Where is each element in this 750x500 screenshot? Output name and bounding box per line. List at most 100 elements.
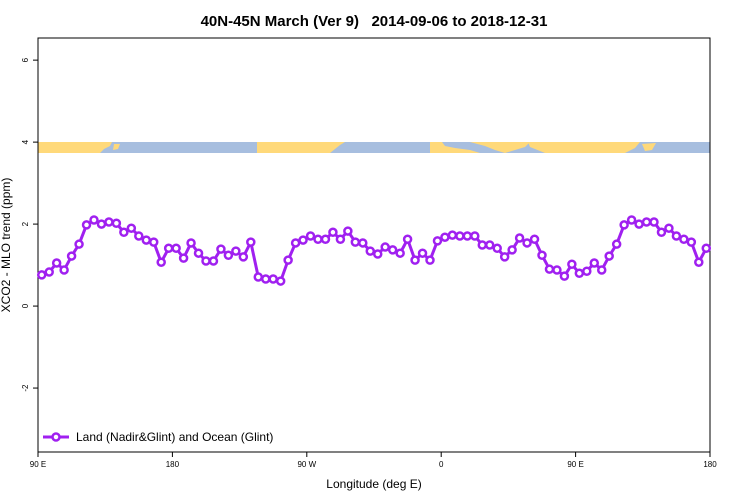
data-point — [74, 239, 84, 249]
data-point — [44, 267, 54, 277]
data-point — [216, 244, 226, 254]
data-point — [574, 268, 585, 279]
data-point — [193, 248, 204, 258]
data-point — [66, 251, 77, 261]
x-tick-label: 90 E — [30, 460, 46, 469]
data-point — [529, 234, 540, 245]
data-point — [701, 243, 712, 254]
data-point — [365, 246, 376, 256]
data-point — [499, 252, 510, 262]
data-point — [238, 252, 249, 262]
data-point — [163, 243, 174, 254]
legend-label: Land (Nadir&Glint) and Ocean (Glint) — [76, 430, 273, 444]
data-point — [410, 255, 420, 265]
data-point — [59, 265, 69, 275]
data-point — [589, 258, 600, 268]
data-point — [380, 242, 390, 252]
data-point — [335, 234, 346, 245]
data-point — [656, 227, 667, 238]
data-point — [141, 235, 152, 245]
data-point — [253, 272, 264, 282]
y-tick-label: -2 — [21, 384, 30, 392]
y-tick-label: 2 — [21, 221, 30, 226]
data-point — [552, 265, 562, 275]
x-axis-label: Longitude (deg E) — [326, 477, 421, 491]
data-point — [208, 256, 219, 266]
data-point — [156, 257, 166, 267]
data-point — [514, 233, 525, 243]
data-point — [522, 238, 532, 248]
data-point — [694, 257, 704, 267]
data-point — [343, 226, 353, 236]
data-point — [134, 231, 144, 241]
data-point — [432, 236, 443, 246]
data-point — [567, 259, 577, 270]
data-point — [477, 240, 488, 250]
data-point — [537, 250, 547, 260]
data-point — [89, 215, 99, 225]
data-point — [649, 217, 659, 227]
data-point — [582, 266, 592, 276]
chart-title: 40N-45N March (Ver 9) 2014-09-06 to 2018… — [201, 13, 548, 30]
data-point — [664, 223, 674, 233]
data-point — [268, 274, 278, 284]
data-point — [246, 237, 256, 247]
data-point — [126, 223, 137, 233]
data-point — [611, 239, 622, 249]
data-point — [544, 264, 555, 274]
data-point — [320, 234, 331, 245]
data-point — [275, 276, 286, 286]
data-point — [425, 255, 435, 265]
data-point — [186, 238, 196, 248]
data-point — [51, 258, 62, 268]
data-point — [260, 274, 271, 284]
data-point — [36, 270, 47, 280]
data-point — [81, 220, 92, 230]
data-point — [634, 219, 644, 229]
x-tick-label: 180 — [166, 460, 180, 469]
data-point — [417, 248, 428, 258]
data-point — [350, 237, 361, 247]
data-point — [298, 235, 308, 245]
data-point — [686, 237, 697, 247]
data-point — [470, 231, 480, 241]
data-point — [372, 249, 383, 259]
x-tick-label: 90 W — [297, 460, 316, 469]
data-point — [671, 231, 682, 241]
data-point — [679, 234, 689, 245]
data-point — [641, 217, 652, 227]
x-tick-label: 0 — [439, 460, 444, 469]
plot-frame — [37, 37, 711, 453]
data-point — [313, 234, 323, 245]
data-point — [358, 238, 368, 248]
y-tick-label: 4 — [21, 139, 30, 144]
land-ocean-band — [38, 142, 710, 153]
data-point — [626, 215, 637, 225]
data-point — [96, 219, 107, 229]
data-point — [507, 245, 517, 255]
data-point — [462, 231, 473, 241]
y-tick-label: 6 — [21, 57, 30, 62]
data-point — [559, 271, 570, 281]
data-point — [402, 234, 413, 245]
data-point — [619, 220, 629, 230]
data-point — [455, 231, 465, 241]
data-point — [395, 248, 405, 258]
data-point — [231, 246, 241, 256]
data-point — [290, 238, 301, 248]
data-point — [305, 231, 316, 241]
y-axis-label: XCO2 - MLO trend (ppm) — [0, 178, 13, 313]
data-point — [604, 251, 614, 261]
data-point — [178, 253, 189, 263]
data-point — [492, 243, 502, 254]
y-tick-label: 0 — [21, 303, 30, 308]
data-point — [484, 240, 495, 250]
data-point — [119, 227, 129, 238]
data-point — [283, 255, 293, 265]
data-point — [148, 237, 159, 247]
data-point — [596, 265, 607, 275]
data-point — [328, 227, 338, 238]
legend-marker — [51, 432, 61, 442]
x-tick-label: 90 E — [567, 460, 583, 469]
